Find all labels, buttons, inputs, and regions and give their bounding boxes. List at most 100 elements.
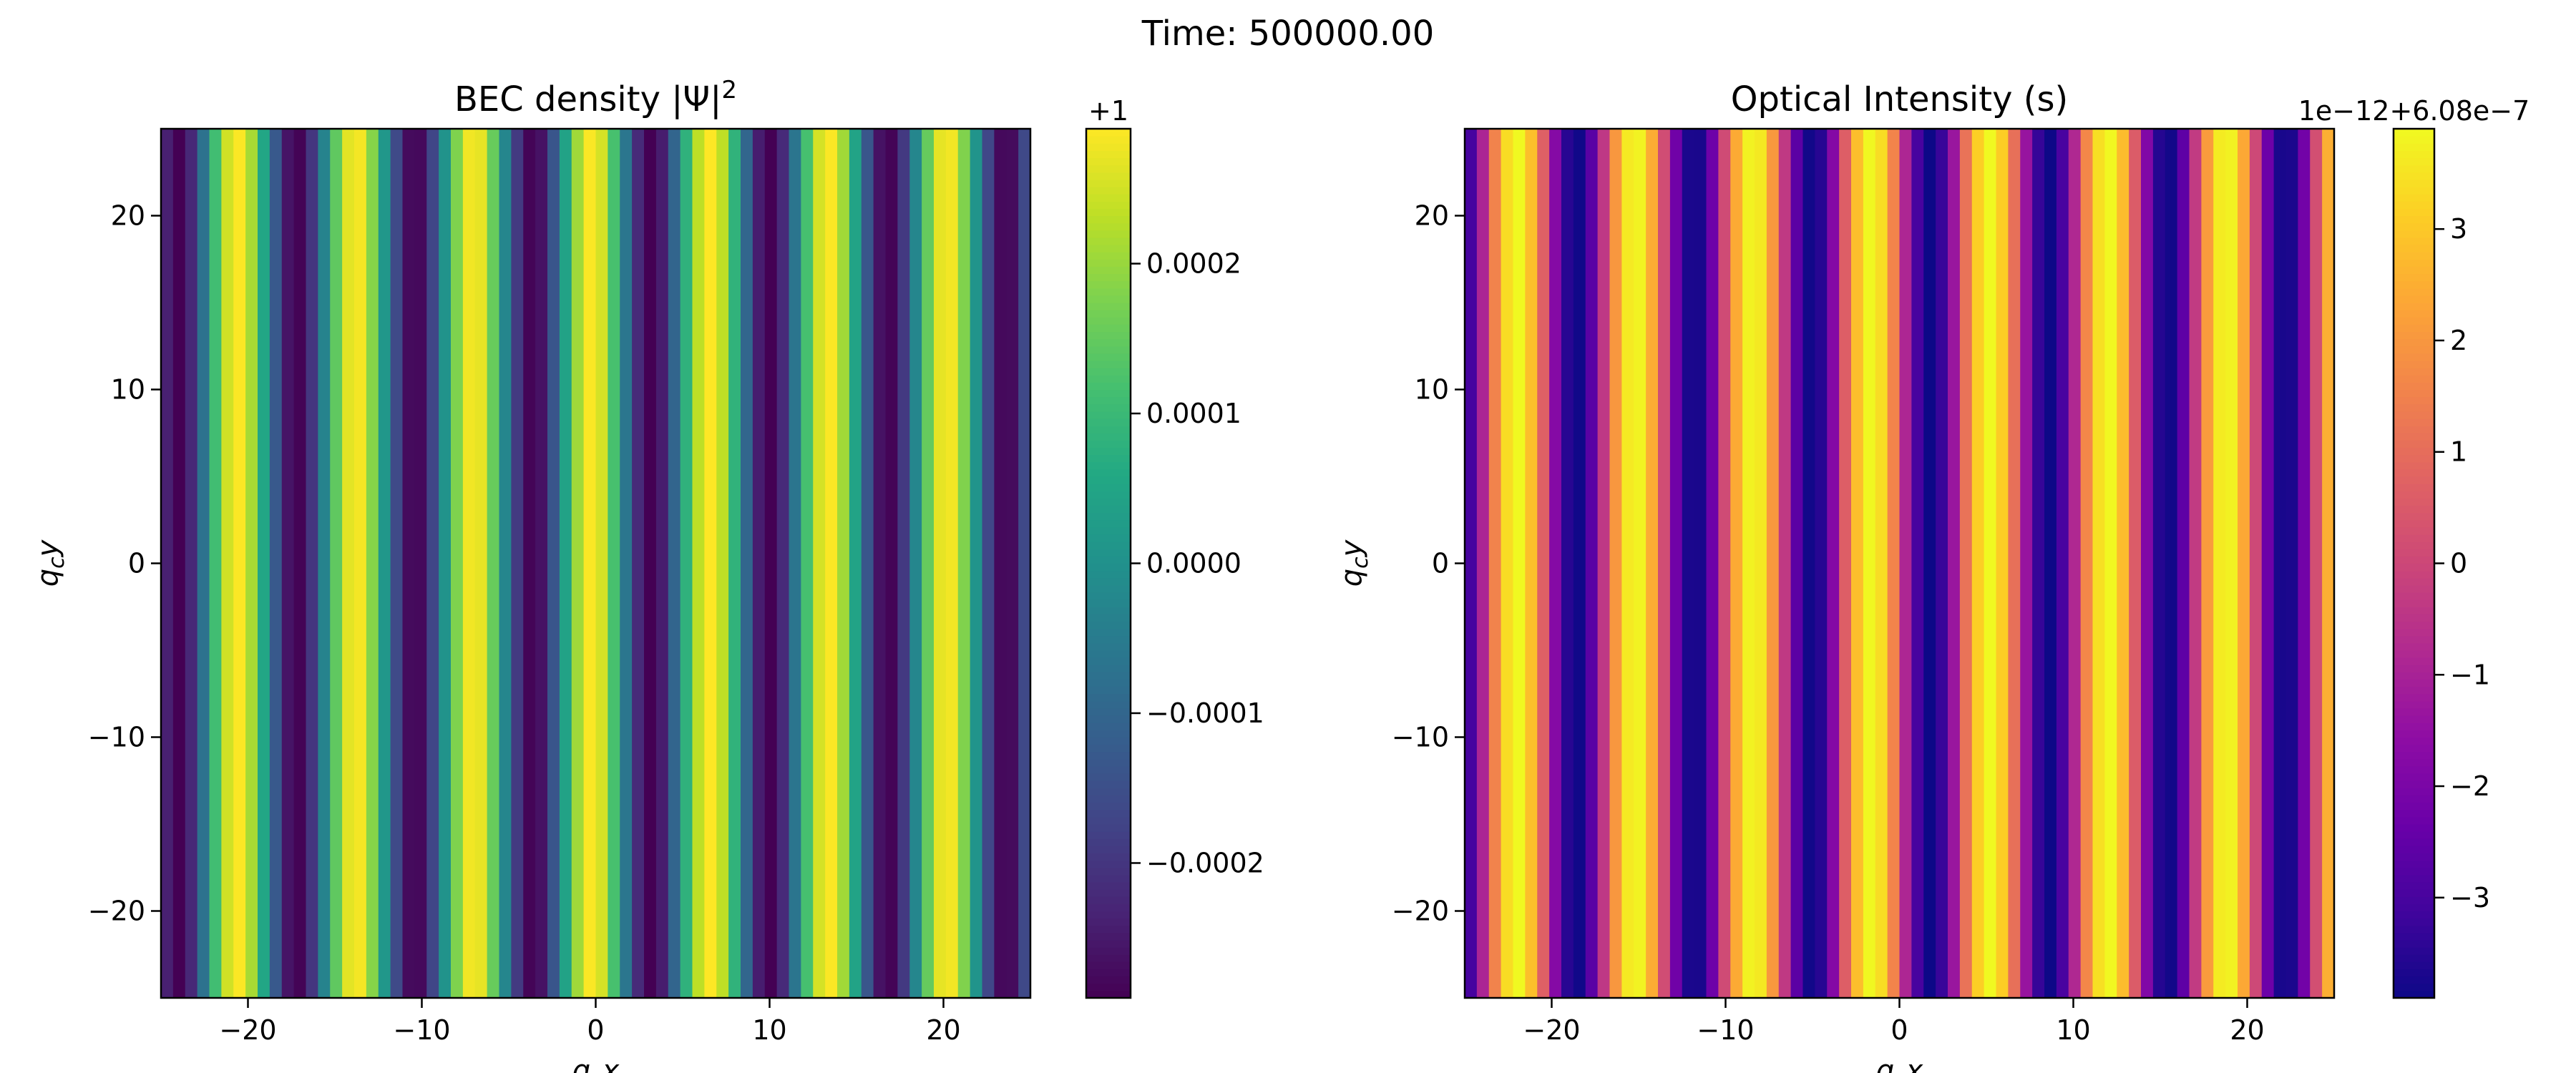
heatmap-cell [583, 129, 597, 998]
heatmap-cell [258, 129, 270, 998]
colorbar-segment [1086, 642, 1131, 651]
y-tick-label: −20 [88, 896, 145, 927]
heatmap-cell [2261, 129, 2275, 998]
y-axis-label: qcy [1335, 539, 1373, 587]
colorbar-segment [2394, 838, 2434, 846]
colorbar-tick-label: −3 [2450, 882, 2490, 913]
colorbar-segment [1086, 686, 1131, 695]
colorbar-segment [2394, 505, 2434, 514]
colorbar-segment [2394, 614, 2434, 622]
heatmap-cell [330, 129, 343, 998]
colorbar-segment [1086, 795, 1131, 803]
heatmap-cell [2285, 129, 2298, 998]
colorbar-segment [2394, 237, 2434, 245]
colorbar-segment [1086, 990, 1131, 999]
colorbar-offset-label: +1 [1088, 95, 1128, 127]
colorbar-segment [1086, 882, 1131, 890]
colorbar-segment [2394, 976, 2434, 984]
colorbar-segment [2394, 215, 2434, 224]
colorbar-segment [1086, 461, 1131, 470]
colorbar-segment [1086, 788, 1131, 796]
heatmap-cell [1537, 129, 1550, 998]
heatmap-cell [414, 129, 427, 998]
title-superscript: 2 [721, 76, 737, 104]
heatmap-cell [1476, 129, 1490, 998]
heatmap-cell [1682, 129, 1695, 998]
colorbar-segment [1086, 874, 1131, 883]
colorbar-segment [1086, 563, 1131, 572]
heatmap-cell [2225, 129, 2238, 998]
colorbar-segment [2394, 172, 2434, 180]
heatmap-cell [1936, 129, 1948, 998]
heatmap-cell [752, 129, 766, 998]
colorbar-segment [1086, 505, 1131, 514]
colorbar-segment [2394, 454, 2434, 463]
colorbar-segment [1086, 222, 1131, 231]
heatmap-cell [378, 129, 391, 998]
colorbar-segment [1086, 577, 1131, 586]
x-tick-label: 10 [752, 1014, 786, 1046]
colorbar-segment [1086, 273, 1131, 282]
colorbar-segment [1086, 143, 1131, 151]
colorbar-segment [2394, 882, 2434, 890]
heatmap-cell [2249, 129, 2263, 998]
colorbar-segment [1086, 853, 1131, 861]
heatmap-cell [535, 129, 548, 998]
heatmap-cell [837, 129, 850, 998]
colorbar-segment [1086, 476, 1131, 484]
colorbar-segment [1086, 896, 1131, 904]
colorbar-segment [2394, 679, 2434, 687]
colorbar-segment [2394, 317, 2434, 325]
colorbar-segment [1086, 172, 1131, 180]
colorbar-segment [1086, 672, 1131, 680]
colorbar-segment [2394, 947, 2434, 955]
colorbar-segment [2394, 831, 2434, 839]
heatmap-cell [922, 129, 935, 998]
colorbar-segment [2394, 657, 2434, 665]
colorbar-segment [2394, 418, 2434, 426]
heatmap-cell [1778, 129, 1792, 998]
heatmap-cell [620, 129, 633, 998]
colorbar-segment [2394, 534, 2434, 542]
heatmap-cell [2020, 129, 2033, 998]
heatmap-cell [2080, 129, 2094, 998]
colorbar-segment [1086, 403, 1131, 412]
colorbar-segment [1086, 375, 1131, 383]
colorbar-segment [1086, 954, 1131, 962]
heatmap-cell [970, 129, 983, 998]
colorbar-segment [1086, 679, 1131, 687]
heatmap-cell [2129, 129, 2142, 998]
colorbar-segment [2394, 846, 2434, 854]
heatmap-cell [1634, 129, 1646, 998]
colorbar-segment [2394, 519, 2434, 528]
heatmap-cell [1525, 129, 1538, 998]
heatmap-cell [644, 129, 657, 998]
x-tick-label: 0 [1890, 1014, 1908, 1046]
colorbar-segment [2394, 867, 2434, 876]
heatmap-cell [1899, 129, 1912, 998]
colorbar-segment [2394, 642, 2434, 651]
colorbar-segment [2394, 245, 2434, 253]
colorbar-segment [1086, 816, 1131, 825]
heatmap-cell [982, 129, 995, 998]
heatmap-cell [849, 129, 862, 998]
heatmap-cell [1513, 129, 1526, 998]
colorbar-segment [1086, 129, 1131, 137]
colorbar-segment [1086, 766, 1131, 774]
heatmap-cell [1827, 129, 1840, 998]
heatmap-cell [571, 129, 585, 998]
heatmap-cell [197, 129, 210, 998]
heatmap-cell [1621, 129, 1634, 998]
colorbar-segment [2394, 331, 2434, 340]
colorbar-segment [2394, 969, 2434, 977]
colorbar-tick-label: 0 [2450, 548, 2467, 579]
y-tick-label: 10 [1415, 374, 1449, 406]
colorbar-segment [2394, 599, 2434, 607]
y-tick-label: −10 [1392, 722, 1449, 753]
colorbar-segment [2394, 324, 2434, 333]
y-tick-label: −20 [1392, 896, 1449, 927]
heatmap-cell [680, 129, 693, 998]
colorbar-segment [1086, 940, 1131, 948]
colorbar-segment [1086, 447, 1131, 456]
colorbar-segment [2394, 549, 2434, 557]
